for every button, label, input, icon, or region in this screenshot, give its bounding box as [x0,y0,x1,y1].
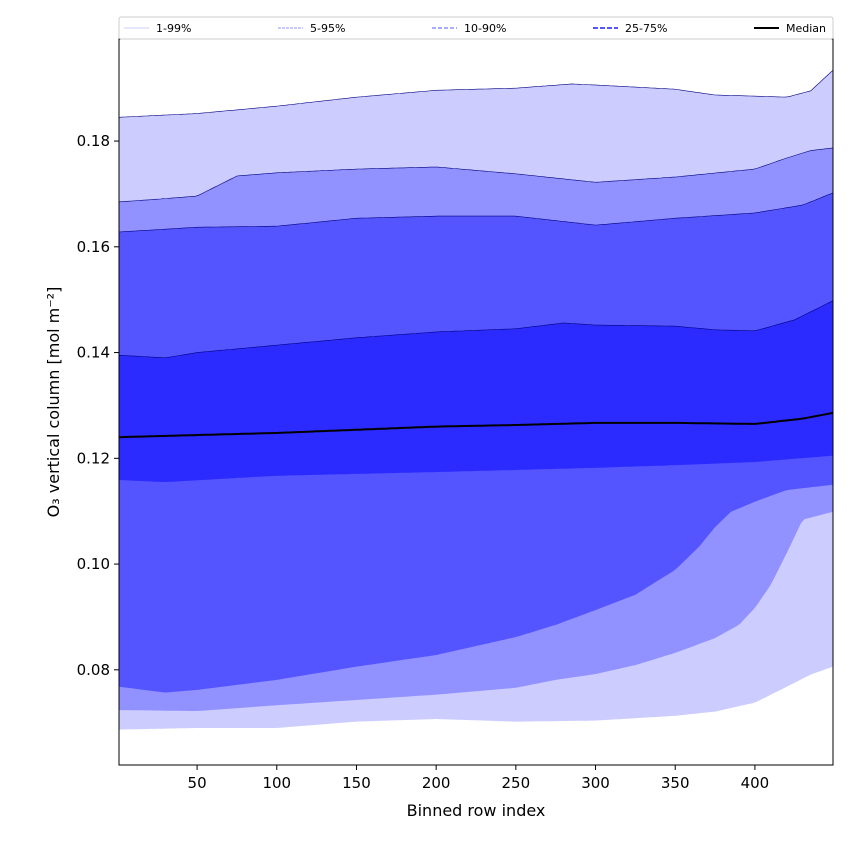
legend-label: 10-90% [464,22,506,35]
x-tick-label: 350 [661,774,690,792]
bands-layer [119,70,833,730]
x-tick-label: 50 [188,774,207,792]
x-tick-label: 100 [262,774,291,792]
y-tick-label: 0.18 [77,132,110,150]
band-edge-p90 [118,192,834,233]
band-edge-p99 [118,69,834,118]
x-tick-label: 250 [502,774,531,792]
band-edges-layer [118,69,834,359]
y-axis: 0.08 0.10 0.12 0.14 0.16 0.18 [77,132,119,679]
x-tick-label: 150 [342,774,371,792]
y-tick-label: 0.12 [77,449,110,467]
y-tick-label: 0.14 [77,344,110,362]
band-25-75 [119,300,833,482]
y-tick-label: 0.16 [77,238,110,256]
band-edge-p75 [118,300,834,359]
legend-label: 25-75% [625,22,667,35]
x-axis-label: Binned row index [407,801,546,820]
legend-label: 1-99% [156,22,191,35]
legend-label: 5-95% [310,22,345,35]
median-line [118,411,834,439]
x-tick-label: 200 [422,774,451,792]
y-tick-label: 0.10 [77,555,110,573]
y-tick-label: 0.08 [77,661,110,679]
legend: 1-99% 5-95% 10-90% 25-75% Median [118,16,834,40]
x-tick-label: 300 [581,774,610,792]
band-edge-p95 [118,147,834,203]
legend-box [118,16,834,40]
y-axis-label: O₃ vertical column [mol m⁻²] [44,287,63,518]
legend-label: Median [786,22,826,35]
x-axis: 50 100 150 200 250 300 350 400 [188,765,770,792]
x-tick-label: 400 [741,774,770,792]
